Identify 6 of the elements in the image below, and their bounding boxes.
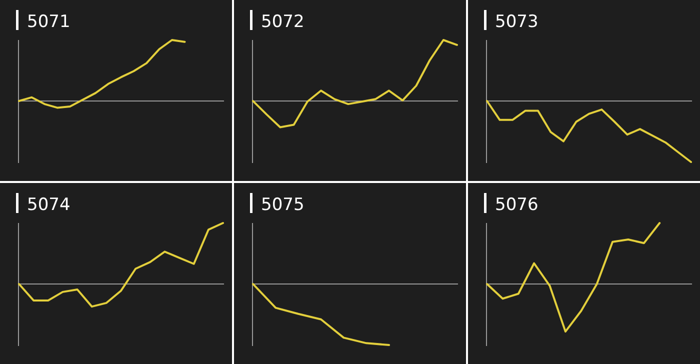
- chart-title: 5071: [27, 12, 70, 32]
- chart-title: 5075: [261, 195, 304, 215]
- chart-title: 5076: [495, 195, 538, 215]
- chart-title: 5074: [27, 195, 70, 215]
- chart-title: 5073: [495, 12, 538, 32]
- chart-title: 5072: [261, 12, 304, 32]
